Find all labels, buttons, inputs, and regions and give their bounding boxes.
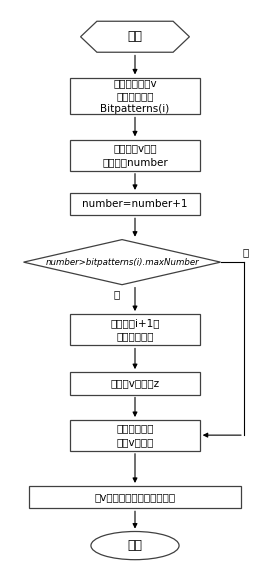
Text: 开始: 开始	[127, 30, 143, 43]
Text: number>bitpatterns(i).maxNumber: number>bitpatterns(i).maxNumber	[45, 258, 199, 267]
Text: 将节点v编号为z: 将节点v编号为z	[110, 378, 160, 388]
Text: 将位模式i+1设
为当前位模式: 将位模式i+1设 为当前位模式	[110, 318, 160, 342]
Text: number=number+1: number=number+1	[82, 199, 188, 209]
Text: 是: 是	[114, 289, 120, 299]
Text: 得到节点v的层
标识编号number: 得到节点v的层 标识编号number	[102, 144, 168, 167]
Text: 否: 否	[242, 248, 248, 258]
Text: 取得当前节点v
和当前位模式
Bitpatterns(i): 取得当前节点v 和当前位模式 Bitpatterns(i)	[100, 78, 170, 114]
Text: 将v的编号二进制层标识编码: 将v的编号二进制层标识编码	[94, 492, 176, 502]
Text: 结束: 结束	[127, 539, 143, 552]
Text: 连接得到当前
节点v的编码: 连接得到当前 节点v的编码	[116, 424, 154, 447]
